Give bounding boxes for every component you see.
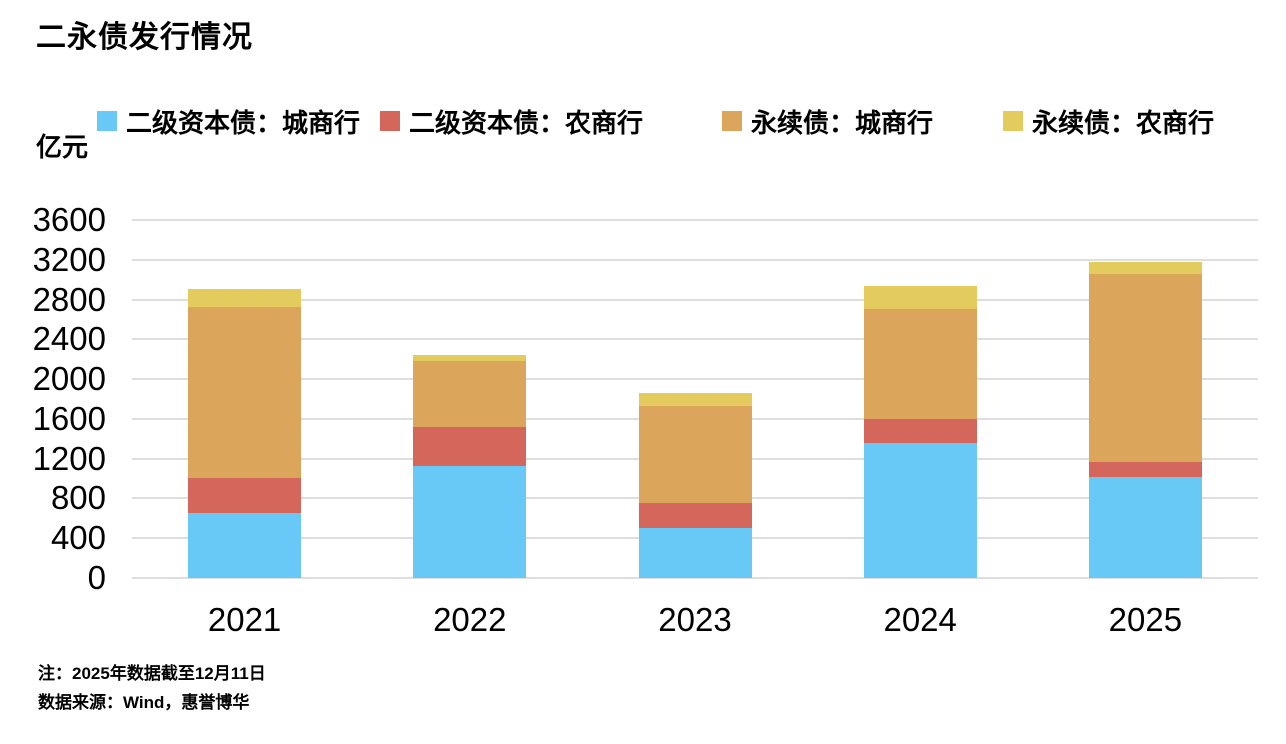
- x-tick-label-2024: 2024: [883, 601, 957, 638]
- y-tick-label-800: 800: [50, 479, 106, 517]
- bar-segment-2023-永续债：城商行: [638, 405, 752, 504]
- y-axis-unit-label: 亿元: [36, 132, 89, 162]
- bar-segment-2024-永续债：城商行: [863, 309, 977, 419]
- legend-item-2: 二级资本债：农商行: [380, 103, 643, 139]
- y-tick-label-400: 400: [50, 519, 106, 557]
- gridline-0: [132, 577, 1258, 579]
- bar-segment-2021-永续债：城商行: [188, 307, 302, 479]
- gridline-2800: [132, 298, 1258, 301]
- bar-segment-2025-二级资本债：农商行: [1088, 461, 1202, 477]
- legend-item-3: 永续债：城商行: [722, 103, 933, 139]
- gridline-3200: [132, 258, 1258, 261]
- y-tick-label-0: 0: [87, 559, 106, 596]
- y-tick-label-2400: 2400: [32, 320, 106, 358]
- legend-label: 二级资本债：城商行: [126, 107, 361, 138]
- bar-2024: [863, 285, 977, 578]
- legend-label: 永续债：农商行: [1032, 107, 1215, 138]
- bar-segment-2023-二级资本债：城商行: [638, 528, 752, 578]
- bar-2021: [188, 288, 302, 578]
- x-tick-label-2022: 2022: [433, 601, 507, 638]
- y-tick-label-3200: 3200: [32, 240, 106, 278]
- bar-segment-2023-永续债：农商行: [638, 392, 752, 406]
- gridline-2000: [132, 378, 1258, 381]
- bar-2022: [413, 355, 527, 578]
- y-tick-label-1600: 1600: [32, 399, 106, 437]
- x-tick-label-2025: 2025: [1108, 601, 1183, 638]
- legend-item-1: 二级资本债：城商行: [97, 103, 360, 139]
- gridline-3600: [132, 219, 1258, 221]
- legend-swatch-icon: [97, 111, 117, 131]
- legend-swatch-icon: [1003, 111, 1023, 131]
- bar-segment-2021-永续债：农商行: [188, 288, 302, 307]
- legend-swatch-icon: [380, 111, 400, 131]
- bar-segment-2024-永续债：农商行: [863, 285, 977, 310]
- y-tick-label-1200: 1200: [32, 439, 106, 477]
- footnote-note: 注：2025年数据截至12月11日: [38, 664, 266, 683]
- bar-segment-2025-永续债：农商行: [1088, 261, 1202, 274]
- bar-segment-2021-二级资本债：农商行: [188, 478, 302, 513]
- bar-segment-2023-二级资本债：农商行: [638, 503, 752, 529]
- gridline-2400: [132, 338, 1258, 341]
- footnote-source: 数据来源：Wind，惠誉博华: [38, 693, 250, 712]
- y-tick-label-2800: 2800: [32, 280, 106, 318]
- bar-segment-2022-永续债：城商行: [413, 361, 527, 427]
- bar-segment-2022-二级资本债：城商行: [413, 465, 527, 578]
- legend-label: 二级资本债：农商行: [409, 107, 644, 138]
- legend-label: 永续债：城商行: [751, 107, 934, 138]
- page-title: 二永债发行情况: [36, 21, 253, 54]
- y-tick-label-2000: 2000: [32, 360, 106, 398]
- legend: 二级资本债：城商行 二级资本债：农商行 永续债：城商行 永续债：农商行: [0, 103, 1286, 139]
- bar-2025: [1088, 261, 1202, 578]
- legend-swatch-icon: [722, 111, 742, 131]
- y-tick-label-3600: 3600: [32, 201, 106, 238]
- bar-segment-2024-二级资本债：农商行: [863, 418, 977, 443]
- x-tick-label-2023: 2023: [658, 601, 732, 638]
- x-tick-label-2021: 2021: [207, 601, 282, 638]
- bar-segment-2021-二级资本债：城商行: [188, 512, 302, 578]
- bar-2023: [638, 392, 752, 578]
- footnotes: 注：2025年数据截至12月11日 数据来源：Wind，惠誉博华: [38, 659, 266, 717]
- bar-segment-2025-永续债：城商行: [1088, 273, 1202, 462]
- bar-segment-2024-二级资本债：城商行: [863, 442, 977, 578]
- legend-item-4: 永续债：农商行: [1003, 103, 1214, 139]
- bar-segment-2025-二级资本债：城商行: [1088, 476, 1202, 578]
- bar-segment-2022-二级资本债：农商行: [413, 426, 527, 466]
- bar-segment-2022-永续债：农商行: [413, 355, 527, 362]
